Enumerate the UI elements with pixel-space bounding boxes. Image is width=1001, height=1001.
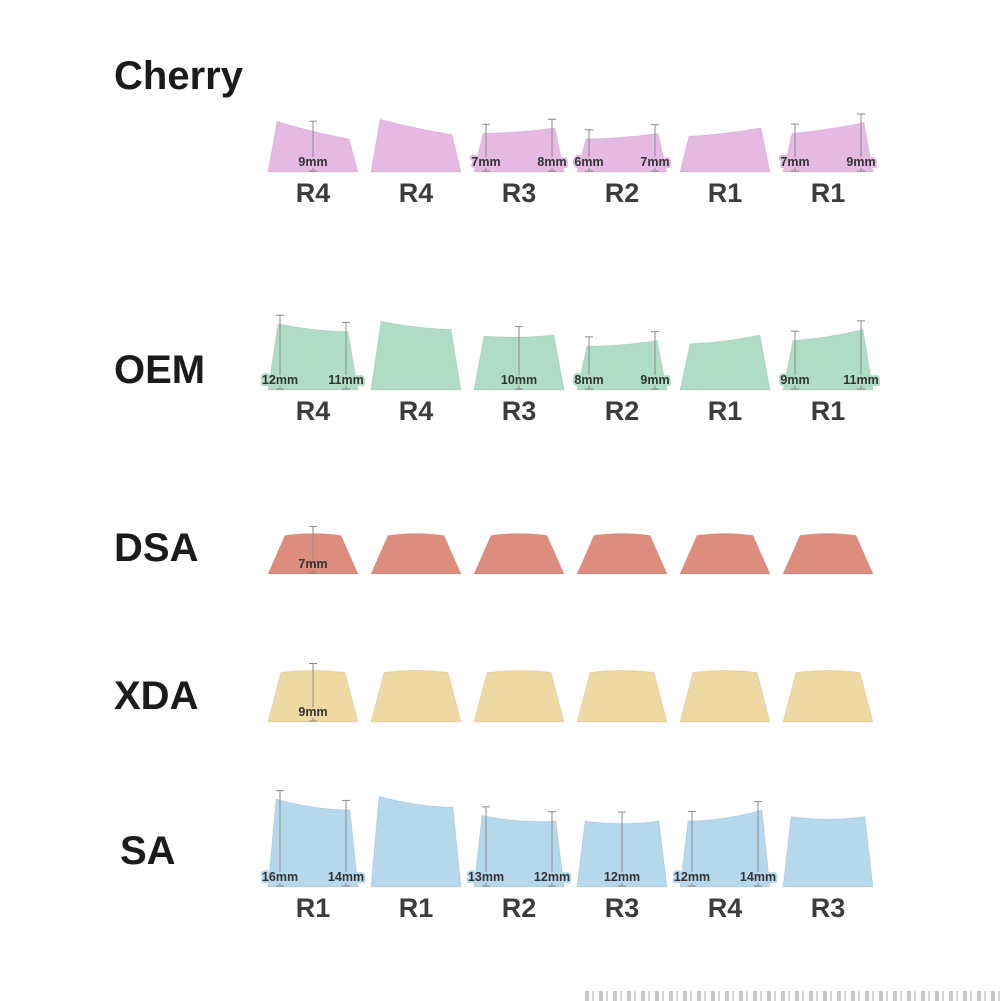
measurement-label: 7mm: [298, 557, 327, 571]
row-label-sa-3: R2: [501, 893, 537, 923]
keycap-dsa-2: [370, 533, 462, 575]
keycap-sa-6: [782, 816, 874, 888]
keycap-sa-3: [473, 814, 565, 888]
profile-label-cherry: Cherry: [114, 54, 243, 98]
row-label-cherry-1: R4: [295, 178, 331, 208]
row-label-sa-4: R3: [604, 893, 640, 923]
keycap-xda-2: [370, 670, 462, 723]
row-label-cherry-4: R2: [604, 178, 640, 208]
row-label-oem-2: R4: [398, 396, 434, 426]
measurement-label: 8mm: [537, 155, 566, 169]
profile-label-dsa: DSA: [114, 526, 199, 570]
keycap-xda-3: [473, 670, 565, 723]
keycap-dsa-5: [679, 533, 771, 575]
keycap-oem-6: [782, 328, 874, 391]
row-labels-sa: R1 R1 R2 R3 R4 R3: [0, 893, 1001, 927]
row-label-cherry-3: R3: [501, 178, 537, 208]
bottom-watermark-cropped: [585, 991, 1001, 1001]
row-label-oem-4: R2: [604, 396, 640, 426]
measurement-label: 11mm: [328, 373, 363, 387]
measurement-label: 7mm: [640, 155, 669, 169]
measurement-label: 9mm: [298, 155, 327, 169]
measurement-label: 10mm: [501, 373, 537, 387]
measurement-label: 9mm: [298, 705, 327, 719]
keycap-oem-1: [267, 323, 359, 391]
measurement-label: 12mm: [262, 373, 298, 387]
keycap-strip-dsa: 7mm: [267, 526, 874, 575]
row-label-cherry-6: R1: [810, 178, 846, 208]
keycap-dsa-6: [782, 533, 874, 575]
row-label-sa-2: R1: [398, 893, 434, 923]
measurement-label: 13mm: [468, 870, 504, 884]
measurement-label: 11mm: [843, 373, 878, 387]
measurement-label: 14mm: [328, 870, 364, 884]
row-label-sa-1: R1: [295, 893, 331, 923]
keycap-strip-oem: 12mm 11mm 10mm 8mm 9mm 9mm 11mm: [260, 314, 881, 391]
keycap-xda-4: [576, 670, 668, 723]
keycap-oem-4: [576, 339, 668, 391]
measurement-label: 8mm: [574, 373, 603, 387]
keycap-cherry-5: [679, 127, 771, 173]
row-labels-oem: R4 R4 R3 R2 R1 R1: [0, 396, 1001, 430]
keycap-oem-5: [679, 334, 771, 391]
keycap-sa-1: [267, 798, 359, 888]
keycap-cherry-2: [370, 118, 462, 173]
measurement-label: 6mm: [574, 155, 603, 169]
row-label-oem-3: R3: [501, 396, 537, 426]
measurement-label: 7mm: [471, 155, 500, 169]
measurement-label: 12mm: [604, 870, 640, 884]
keycap-sa-2: [370, 795, 462, 888]
keycap-dsa-4: [576, 533, 668, 575]
keycap-dsa-3: [473, 533, 565, 575]
measurement-label: 12mm: [534, 870, 570, 884]
row-label-sa-6: R3: [810, 893, 846, 923]
keycap-sa-5: [679, 809, 771, 888]
keycap-xda-6: [782, 670, 874, 723]
row-label-cherry-2: R4: [398, 178, 434, 208]
keycap-strip-xda: 9mm: [267, 663, 874, 723]
keycap-oem-2: [370, 320, 462, 391]
measurement-label: 7mm: [780, 155, 809, 169]
measurement-label: 16mm: [262, 870, 298, 884]
profile-label-xda: XDA: [114, 674, 199, 718]
keycap-xda-5: [679, 670, 771, 723]
measurement-label: 12mm: [674, 870, 710, 884]
row-labels-cherry: R4 R4 R3 R2 R1 R1: [0, 178, 1001, 212]
profile-label-sa: SA: [120, 829, 176, 873]
measurement-label: 14mm: [740, 870, 776, 884]
measurement-label: 9mm: [640, 373, 669, 387]
measurement-label: 9mm: [846, 155, 875, 169]
row-label-oem-6: R1: [810, 396, 846, 426]
row-label-sa-5: R4: [707, 893, 743, 923]
profile-label-oem: OEM: [114, 348, 206, 392]
row-label-cherry-5: R1: [707, 178, 743, 208]
keycap-strip-sa: 16mm 14mm 13mm 12mm 12mm 12mm 14mm: [260, 790, 874, 888]
keycap-strip-cherry: 9mm 7mm 8mm 6mm 7mm 7mm 9mm: [267, 113, 878, 173]
row-label-oem-5: R1: [707, 396, 743, 426]
measurement-label: 9mm: [780, 373, 809, 387]
row-label-oem-1: R4: [295, 396, 331, 426]
